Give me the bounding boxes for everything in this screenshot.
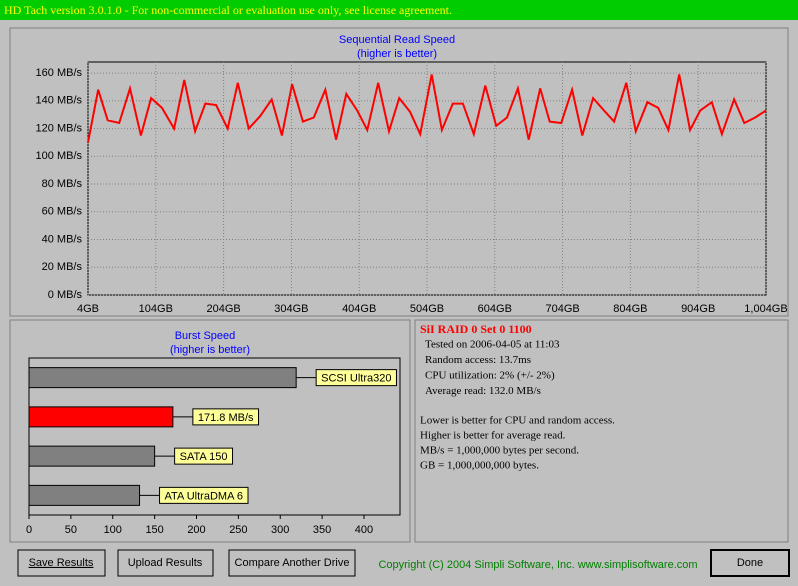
label-box	[159, 486, 249, 504]
x-tick-label: 404GB	[342, 303, 376, 315]
button-label[interactable]: Save Results	[29, 557, 94, 569]
buttons: Save Results Upload Results Compare Anot…	[17, 549, 790, 577]
x-tick-label: 104GB	[139, 303, 173, 315]
info-line: Tested on 2006-04-05 at 11:03	[425, 339, 560, 351]
x-tick-label: 150	[145, 524, 163, 536]
info-panel	[414, 319, 789, 543]
y-tick-label: 40 MB/s	[42, 233, 83, 245]
button[interactable]	[117, 549, 214, 577]
label-box	[192, 408, 260, 426]
bar	[28, 367, 297, 389]
info-group: SiI RAID 0 Set 0 1100 Tested on 2006-04-…	[420, 322, 615, 472]
x-tick-label: 200	[187, 524, 205, 536]
button-label[interactable]: Compare Another Drive	[235, 557, 350, 569]
x-tick-label: 400	[355, 524, 373, 536]
bar-label: SATA 150	[180, 451, 228, 463]
read-line	[87, 74, 767, 143]
x-tick-label: 704GB	[545, 303, 579, 315]
button[interactable]	[710, 549, 790, 577]
y-tick-label: 100 MB/s	[36, 150, 83, 162]
x-tick-label: 504GB	[410, 303, 444, 315]
y-tick-label: 80 MB/s	[42, 178, 83, 190]
x-tick-label: 4GB	[77, 303, 99, 315]
info-note: Lower is better for CPU and random acces…	[420, 415, 615, 427]
button-label[interactable]: Done	[737, 557, 763, 569]
x-tick-label: 350	[313, 524, 331, 536]
button[interactable]	[228, 549, 356, 577]
info-line: Average read: 132.0 MB/s	[425, 385, 541, 397]
x-tick-label: 100	[104, 524, 122, 536]
x-tick-label: 604GB	[478, 303, 512, 315]
bar-label: SCSI Ultra320	[321, 373, 391, 385]
bar-label: 171.8 MB/s	[198, 412, 254, 424]
bar	[28, 406, 174, 428]
x-tick-label: 904GB	[681, 303, 715, 315]
y-tick-label: 160 MB/s	[36, 67, 83, 79]
y-tick-label: 60 MB/s	[42, 206, 83, 218]
x-tick-label: 304GB	[274, 303, 308, 315]
label-box	[315, 369, 397, 387]
info-note: MB/s = 1,000,000 bytes per second.	[420, 445, 579, 457]
info-line: Random access: 13.7ms	[425, 354, 531, 366]
info-note: GB = 1,000,000,000 bytes.	[420, 460, 539, 472]
chart-subtitle: (higher is better)	[357, 48, 437, 60]
button[interactable]	[17, 549, 106, 577]
bar	[28, 484, 141, 506]
x-tick-label: 50	[65, 524, 77, 536]
window-title: HD Tach version 3.0.1.0 - For non-commer…	[4, 3, 452, 17]
drive-title: SiI RAID 0 Set 0 1100	[420, 322, 532, 336]
x-tick-label: 0	[26, 524, 32, 536]
x-tick-label: 804GB	[613, 303, 647, 315]
y-tick-label: 120 MB/s	[36, 122, 83, 134]
y-tick-label: 20 MB/s	[42, 261, 83, 273]
x-tick-label: 250	[229, 524, 247, 536]
y-tick-label: 140 MB/s	[36, 95, 83, 107]
x-tick-label: 204GB	[206, 303, 240, 315]
button-label[interactable]: Upload Results	[128, 557, 203, 569]
chart-subtitle: (higher is better)	[170, 344, 250, 356]
chart-title: Burst Speed	[175, 330, 236, 342]
info-line: CPU utilization: 2% (+/- 2%)	[425, 370, 555, 382]
title-bar	[0, 0, 798, 20]
x-tick-label: 1,004GB	[744, 303, 787, 315]
info-note: Higher is better for average read.	[420, 430, 566, 442]
bar-label: ATA UltraDMA 6	[165, 490, 243, 502]
y-tick-label: 0 MB/s	[48, 289, 83, 301]
bar	[28, 445, 156, 467]
x-tick-label: 300	[271, 524, 289, 536]
copyright: Copyright (C) 2004 Simpli Software, Inc.…	[378, 559, 697, 571]
chart-title: Sequential Read Speed	[339, 34, 455, 46]
label-box	[174, 447, 234, 465]
